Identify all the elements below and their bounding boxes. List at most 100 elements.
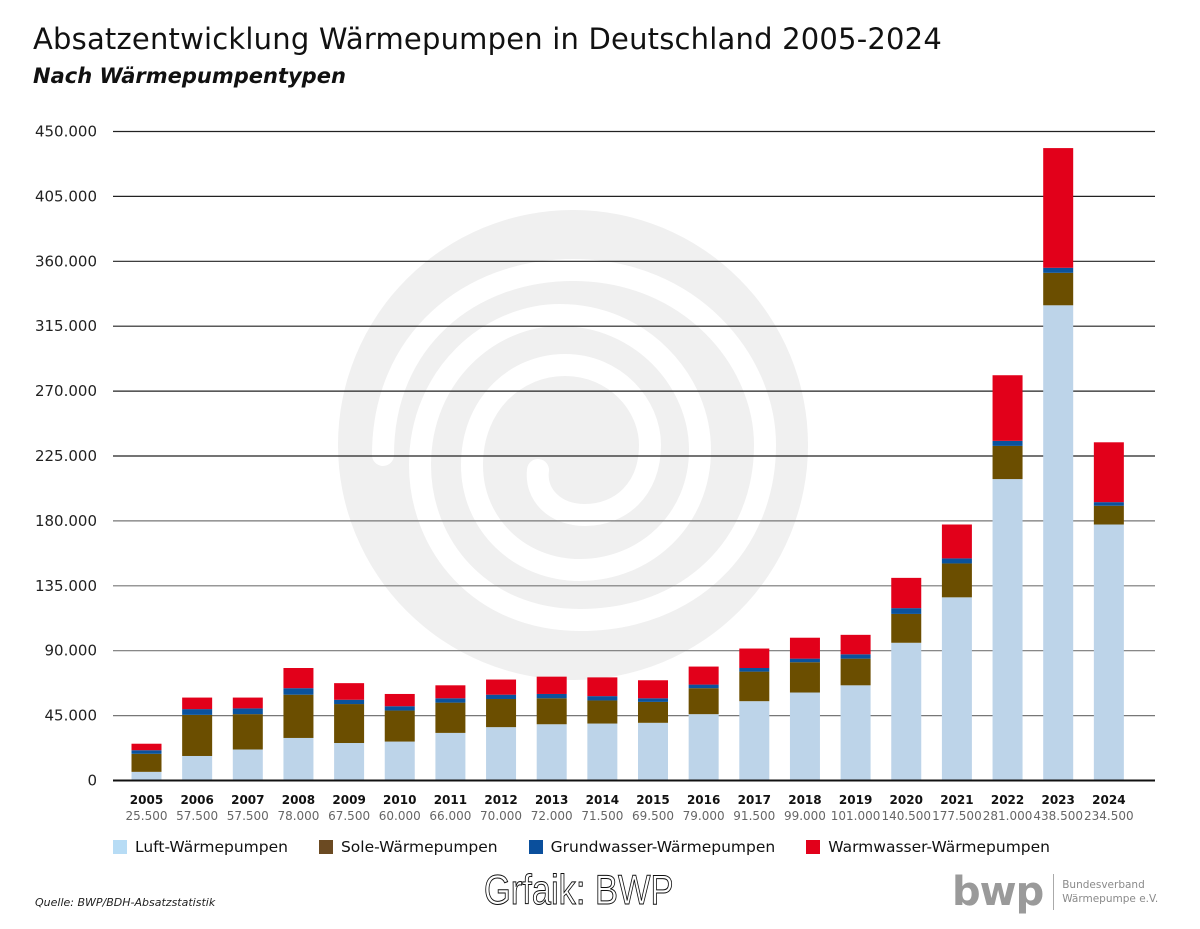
- y-tick-label: 405.000: [35, 187, 97, 205]
- bar-segment-warmwasser: [891, 577, 922, 609]
- spiral-watermark-icon: [338, 210, 808, 680]
- total-data-label: 140.500: [881, 809, 931, 823]
- bar-segment-warmwasser: [384, 693, 415, 707]
- bar-segment-grundwasser: [131, 750, 162, 754]
- bar-segment-warmwasser: [182, 697, 213, 710]
- x-tick-label: 2005: [130, 793, 163, 807]
- bar-stack-2020: [891, 577, 922, 781]
- bar-segment-sole: [536, 698, 567, 725]
- chart-subtitle: Nach Wärmepumpentypen: [33, 64, 346, 88]
- legend-item-luft: Luft-Wärmepumpen: [113, 838, 288, 856]
- bar-stack-2013: [536, 676, 567, 781]
- bar-segment-grundwasser: [688, 684, 719, 689]
- bar-segment-grundwasser: [536, 693, 567, 699]
- bar-segment-warmwasser: [334, 683, 365, 700]
- bar-segment-warmwasser: [739, 648, 770, 669]
- bar-segment-warmwasser: [486, 679, 517, 695]
- legend: Luft-Wärmepumpen Sole-Wärmepumpen Grundw…: [113, 838, 1081, 856]
- bar-segment-warmwasser: [1093, 442, 1124, 503]
- bar-segment-warmwasser: [789, 637, 820, 659]
- bars: [131, 148, 1124, 781]
- bar-segment-sole: [1043, 272, 1074, 306]
- x-tick-label: 2012: [484, 793, 517, 807]
- bar-segment-grundwasser: [941, 558, 972, 564]
- bar-segment-sole: [384, 710, 415, 742]
- bar-segment-luft: [891, 642, 922, 781]
- logo-divider: [1053, 874, 1055, 910]
- x-tick-label: 2015: [636, 793, 669, 807]
- y-tick-label: 180.000: [35, 512, 97, 530]
- bar-segment-sole: [840, 658, 871, 686]
- y-tick-label: 360.000: [35, 252, 97, 270]
- bar-segment-grundwasser: [638, 698, 668, 702]
- bar-segment-sole: [435, 702, 466, 733]
- bar-segment-warmwasser: [941, 524, 972, 559]
- bwp-logo: bwp Bundesverband Wärmepumpe e.V.: [952, 872, 1158, 912]
- x-tick-label: 2014: [586, 793, 619, 807]
- bar-segment-grundwasser: [384, 706, 415, 711]
- bar-stack-2007: [232, 697, 263, 781]
- bar-stack-2012: [486, 679, 517, 781]
- bar-segment-sole: [587, 700, 618, 724]
- bar-segment-grundwasser: [486, 694, 517, 700]
- bar-stack-2015: [638, 680, 668, 781]
- bar-segment-warmwasser: [283, 668, 314, 689]
- bar-segment-grundwasser: [1093, 502, 1124, 506]
- bar-segment-warmwasser: [131, 743, 162, 751]
- legend-swatch-warmwasser: [806, 840, 821, 854]
- bar-segment-grundwasser: [789, 658, 820, 663]
- bar-segment-luft: [182, 755, 213, 781]
- bar-segment-grundwasser: [334, 699, 365, 705]
- y-tick-label: 135.000: [35, 577, 97, 595]
- x-tick-label: 2018: [788, 793, 821, 807]
- bar-segment-luft: [840, 685, 871, 781]
- bar-segment-luft: [688, 714, 719, 781]
- grid-lines: [113, 130, 1155, 717]
- total-data-label: 67.500: [328, 809, 370, 823]
- total-data-label: 57.500: [176, 809, 218, 823]
- total-data-label: 78.000: [277, 809, 319, 823]
- total-data-label: 69.500: [632, 809, 674, 823]
- total-data-label: 25.500: [126, 809, 168, 823]
- legend-label-warmwasser: Warmwasser-Wärmepumpen: [828, 838, 1051, 856]
- x-tick-label: 2022: [991, 793, 1024, 807]
- y-tick-label: 270.000: [35, 382, 97, 400]
- y-tick-label: 0: [87, 772, 97, 790]
- bar-segment-luft: [283, 737, 314, 781]
- x-tick-label: 2021: [940, 793, 973, 807]
- total-data-label: 79.000: [683, 809, 725, 823]
- bar-segment-warmwasser: [435, 685, 466, 699]
- bar-segment-sole: [638, 701, 668, 723]
- bar-stack-2006: [182, 697, 213, 781]
- legend-label-grundwasser: Grundwasser-Wärmepumpen: [550, 838, 776, 856]
- bar-segment-luft: [638, 722, 668, 781]
- legend-item-grundwasser: Grundwasser-Wärmepumpen: [528, 838, 776, 856]
- total-data-label: 177.500: [932, 809, 982, 823]
- bar-segment-grundwasser: [182, 709, 213, 715]
- bar-segment-warmwasser: [688, 666, 719, 685]
- total-data-label: 438.500: [1033, 809, 1083, 823]
- bar-segment-luft: [486, 727, 517, 781]
- bar-segment-luft: [587, 723, 618, 781]
- legend-item-warmwasser: Warmwasser-Wärmepumpen: [806, 838, 1050, 856]
- y-tick-label: 90.000: [45, 642, 98, 660]
- x-tick-label: 2010: [383, 793, 416, 807]
- bar-segment-grundwasser: [1043, 267, 1074, 273]
- total-data-label: 99.000: [784, 809, 826, 823]
- total-data-label: 60.000: [379, 809, 421, 823]
- bar-segment-luft: [789, 692, 820, 781]
- bar-segment-sole: [486, 699, 517, 728]
- logo-line-1: Bundesverband: [1062, 879, 1145, 891]
- bar-segment-luft: [941, 597, 972, 781]
- bar-segment-grundwasser: [891, 608, 922, 614]
- bar-segment-warmwasser: [1043, 148, 1074, 268]
- legend-swatch-sole: [318, 840, 333, 854]
- x-tick-label: 2024: [1092, 793, 1125, 807]
- bar-segment-grundwasser: [283, 688, 314, 695]
- bwp-logo-mark: bwp: [952, 869, 1044, 915]
- legend-swatch-luft: [113, 840, 127, 854]
- legend-item-sole: Sole-Wärmepumpen: [318, 838, 498, 856]
- bar-segment-luft: [384, 741, 415, 781]
- bar-segment-grundwasser: [232, 708, 263, 715]
- bar-segment-sole: [131, 753, 162, 772]
